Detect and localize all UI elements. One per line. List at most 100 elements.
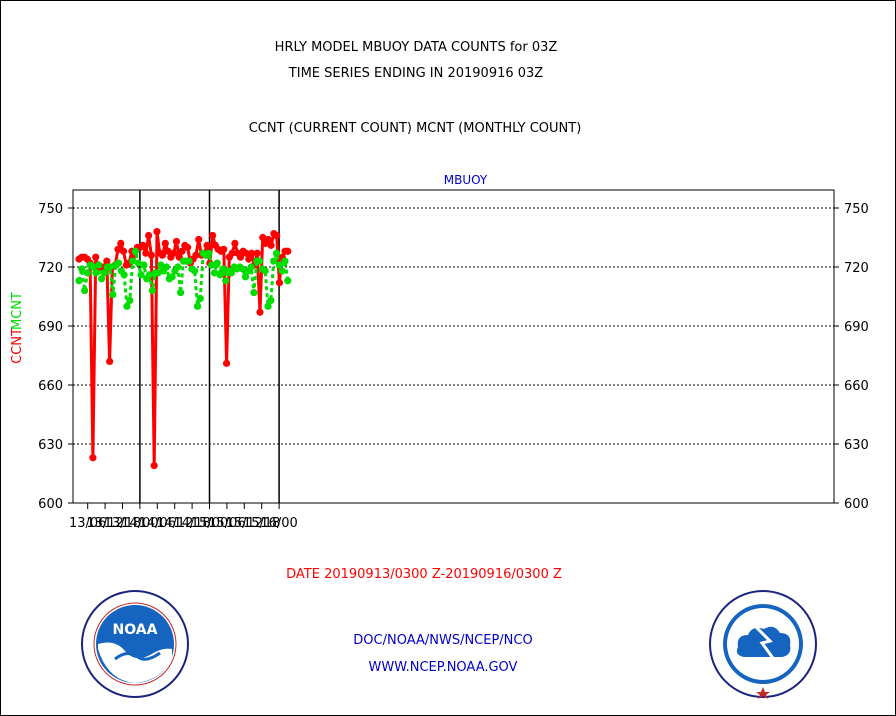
data-point-ccnt xyxy=(253,249,261,257)
data-point-ccnt xyxy=(284,247,292,255)
x-tick-label: 15/18 xyxy=(243,516,280,531)
data-point-ccnt xyxy=(164,247,172,255)
chart-title-line1: HRLY MODEL MBUOY DATA COUNTS for 03Z xyxy=(274,40,558,55)
data-point-ccnt xyxy=(248,249,256,257)
y-tick-label-left: 630 xyxy=(38,438,63,453)
data-point-mcnt xyxy=(210,269,219,277)
data-point-ccnt xyxy=(142,249,150,257)
x-tick-label: 13/12 xyxy=(86,516,123,531)
data-point-ccnt xyxy=(145,231,153,240)
data-point-mcnt xyxy=(216,271,224,279)
x-tick-label: 14/06 xyxy=(139,516,176,531)
data-point-mcnt xyxy=(100,269,108,277)
data-point-mcnt xyxy=(126,296,134,305)
data-point-mcnt xyxy=(193,302,202,310)
data-point-mcnt xyxy=(278,267,286,275)
data-point-ccnt xyxy=(114,245,122,253)
data-point-mcnt xyxy=(89,263,97,271)
data-point-mcnt xyxy=(196,294,204,303)
data-point-mcnt xyxy=(92,269,100,277)
y-tick-label-left: 720 xyxy=(38,261,63,276)
data-point-mcnt xyxy=(145,271,154,279)
data-point-ccnt xyxy=(275,279,284,287)
data-point-mcnt xyxy=(239,265,247,273)
data-point-mcnt xyxy=(176,288,185,297)
org-label: DOC/NOAA/NWS/NCEP/NCO xyxy=(353,633,533,648)
x-tick-label: 15/12 xyxy=(226,516,263,531)
data-point-mcnt xyxy=(261,267,269,275)
data-point-ccnt xyxy=(222,359,231,367)
data-point-ccnt xyxy=(192,251,200,259)
data-point-mcnt xyxy=(129,257,137,265)
plot-border xyxy=(72,189,835,504)
data-point-mcnt xyxy=(154,269,162,277)
data-point-mcnt xyxy=(272,249,281,257)
data-point-mcnt xyxy=(241,273,250,281)
data-point-ccnt xyxy=(242,249,250,257)
data-point-mcnt xyxy=(219,265,227,273)
data-point-mcnt xyxy=(267,296,275,305)
data-point-mcnt xyxy=(134,259,142,267)
data-point-ccnt xyxy=(183,243,192,251)
y-tick-label-left: 750 xyxy=(38,202,63,217)
data-point-ccnt xyxy=(245,255,253,263)
data-point-mcnt xyxy=(222,277,230,285)
data-point-mcnt xyxy=(95,261,103,269)
y-axis-label-ccnt: CCNT xyxy=(10,328,25,364)
data-point-mcnt xyxy=(284,277,292,285)
data-point-ccnt xyxy=(117,239,125,247)
data-point-ccnt xyxy=(267,241,275,249)
data-point-mcnt xyxy=(162,263,171,271)
y-tick-label-right: 690 xyxy=(844,320,869,335)
date-range-label: DATE 20190913/0300 Z-20190916/0300 Z xyxy=(286,567,562,582)
data-point-ccnt xyxy=(92,253,100,261)
y-tick-label-left: 600 xyxy=(38,497,63,512)
data-point-mcnt xyxy=(264,302,272,310)
data-point-mcnt xyxy=(137,271,145,279)
y-tick-label-right: 660 xyxy=(844,379,869,394)
website-label: WWW.NCEP.NOAA.GOV xyxy=(368,660,518,675)
x-tick-label: 13/06 xyxy=(69,516,106,531)
data-point-mcnt xyxy=(97,275,106,283)
data-point-mcnt xyxy=(114,259,123,267)
data-point-mcnt xyxy=(275,261,283,269)
data-point-mcnt xyxy=(247,263,255,271)
x-tick-label: 16/00 xyxy=(260,516,297,531)
data-point-ccnt xyxy=(220,245,228,253)
x-tick-label: 14/12 xyxy=(156,516,193,531)
line-chart: 600 600 630 630 660 660 690 690 720 720 750 750 13/0… xyxy=(10,173,869,531)
data-point-mcnt xyxy=(148,287,156,295)
x-tick-label: 13/18 xyxy=(104,516,141,531)
data-point-mcnt xyxy=(123,302,131,310)
y-tick-label-left: 660 xyxy=(38,379,63,394)
y-tick-label-right: 720 xyxy=(844,261,869,276)
data-point-mcnt xyxy=(168,273,176,281)
data-point-mcnt xyxy=(78,265,86,273)
data-point-mcnt xyxy=(106,263,114,271)
data-point-ccnt xyxy=(209,231,217,240)
chart-subtitle: CCNT (CURRENT COUNT) MCNT (MONTHLY COUNT… xyxy=(248,121,582,136)
y-tick-label-right: 750 xyxy=(844,202,869,217)
y-tick-label-left: 690 xyxy=(38,320,63,335)
data-point-ccnt xyxy=(172,237,181,246)
data-point-ccnt xyxy=(264,235,272,244)
data-point-ccnt xyxy=(147,251,155,259)
y-tick-label-right: 600 xyxy=(844,497,869,512)
y-tick-label-right: 630 xyxy=(844,438,869,453)
data-point-ccnt xyxy=(259,233,267,242)
data-point-ccnt xyxy=(139,241,147,249)
data-point-ccnt xyxy=(231,239,239,247)
data-point-ccnt xyxy=(236,253,245,261)
data-point-ccnt xyxy=(256,308,264,316)
chart-title-line2: TIME SERIES ENDING IN 20190916 03Z xyxy=(288,66,544,81)
data-point-mcnt xyxy=(75,277,83,285)
y-axis-label-mcnt: MCNT xyxy=(10,292,25,330)
data-point-mcnt xyxy=(174,263,182,271)
data-point-ccnt xyxy=(228,249,236,257)
data-point-ccnt xyxy=(106,357,114,365)
data-point-mcnt xyxy=(81,287,89,295)
x-tick-label: 15/00 xyxy=(191,516,228,531)
x-tick-label: 15/06 xyxy=(208,516,245,531)
data-point-mcnt xyxy=(281,257,289,265)
